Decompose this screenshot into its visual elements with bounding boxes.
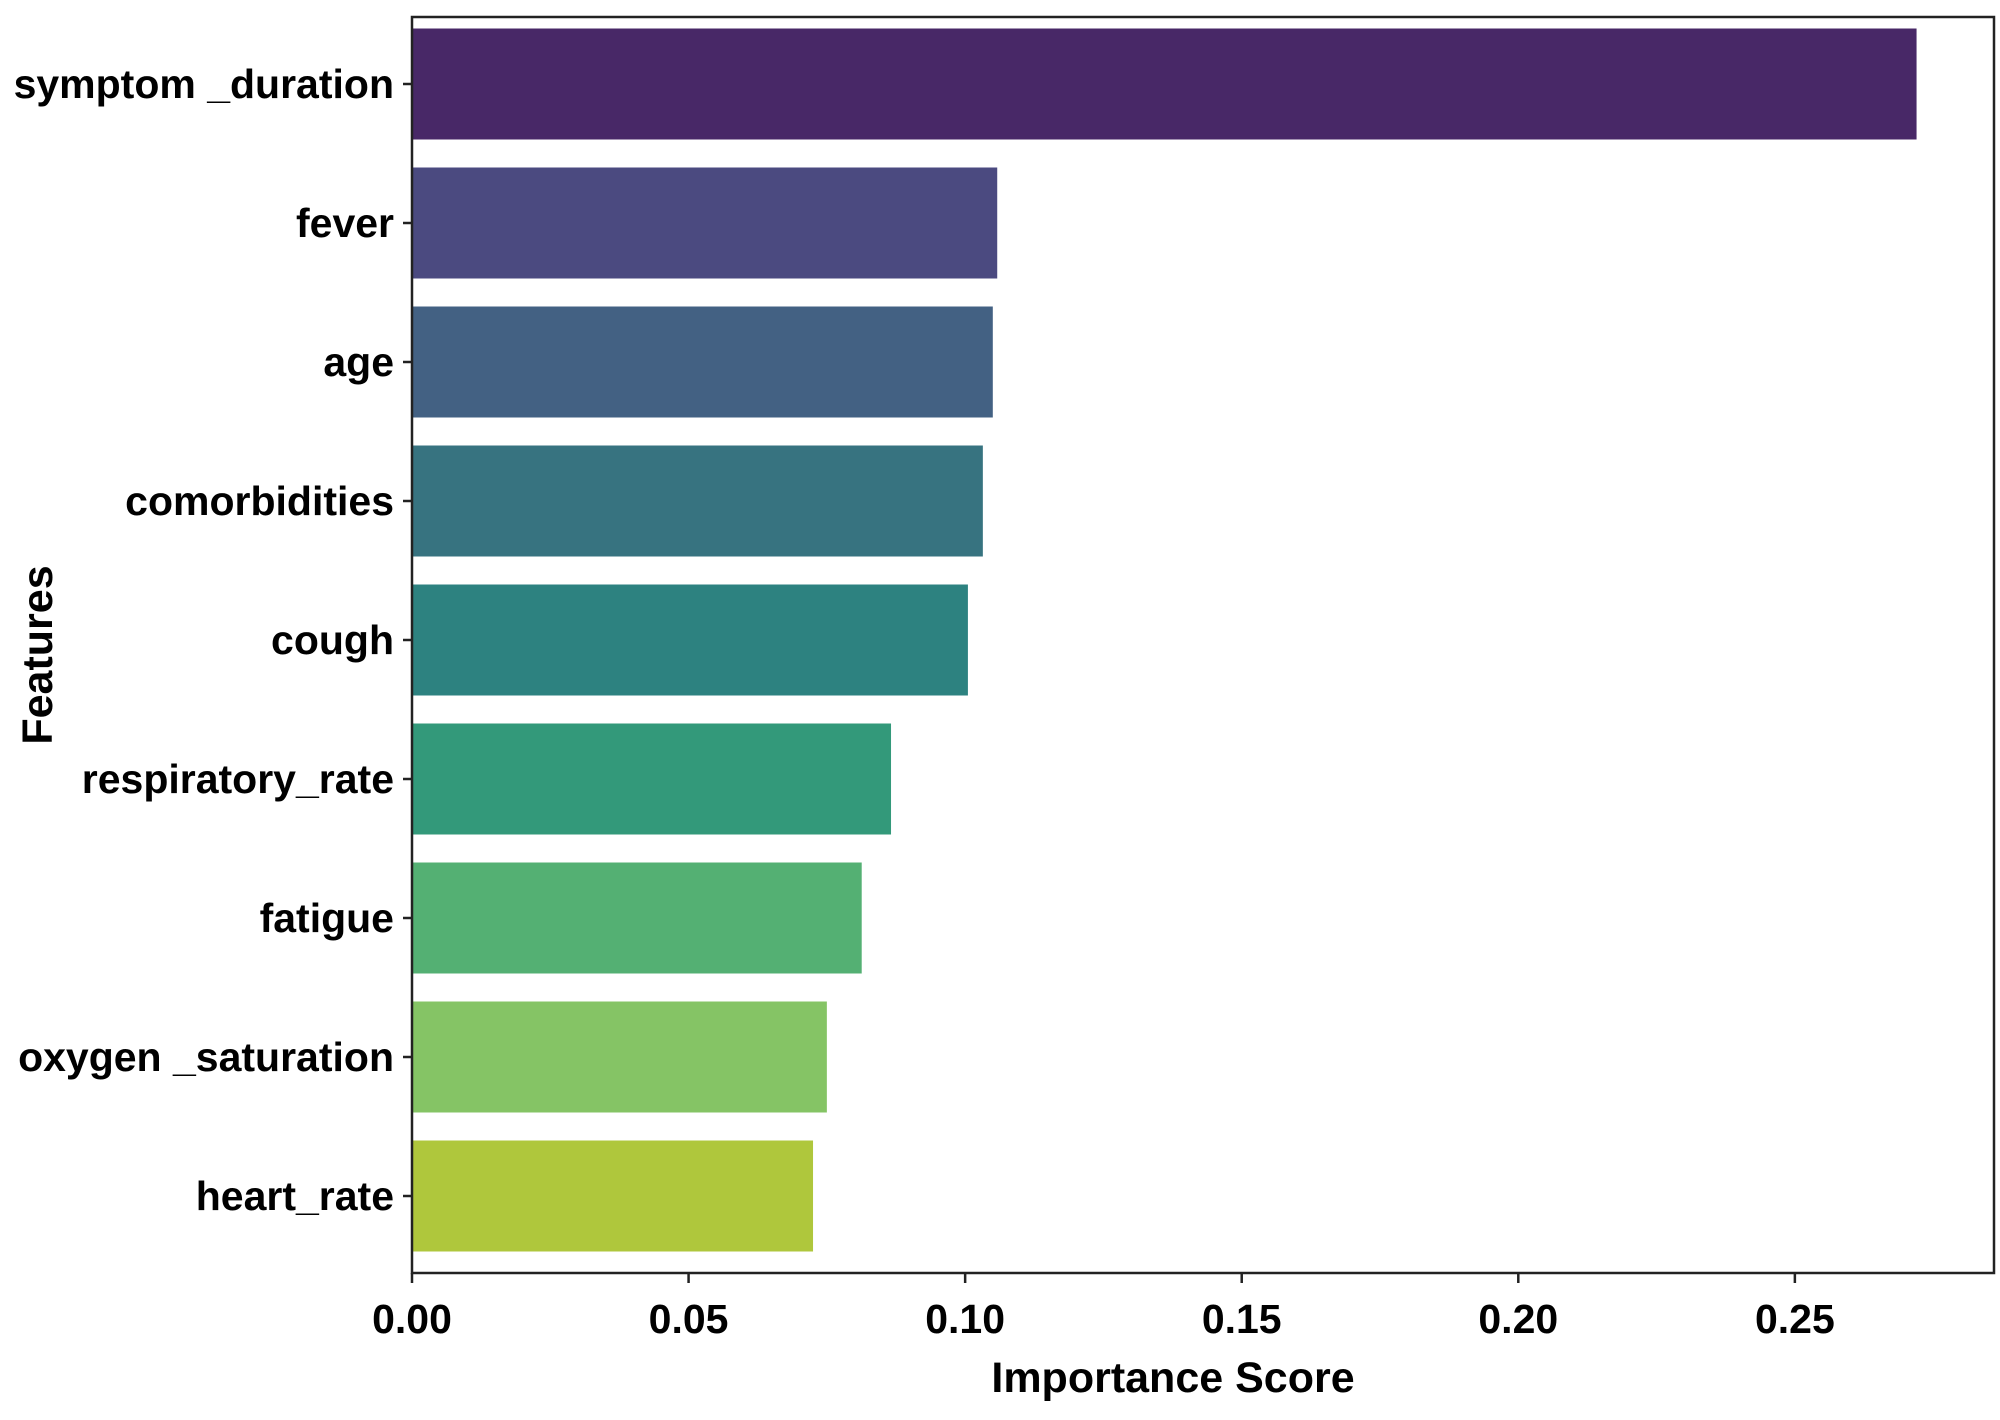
x-axis-title: Importance Score (991, 1354, 1354, 1402)
y-tick-label: heart_rate (196, 1173, 394, 1219)
y-tick-label: fatigue (260, 895, 394, 941)
bar-cough (412, 584, 968, 696)
x-ticks-layer: 0.00 0.05 0.10 0.15 0.20 0.25 (372, 1273, 1835, 1342)
x-tick-label: 0.20 (1478, 1296, 1558, 1342)
y-tick-label: age (323, 339, 394, 385)
plot-frame (410, 15, 1996, 1275)
x-tick-label: 0.00 (372, 1296, 452, 1342)
y-tick-label: comorbidities (125, 478, 394, 524)
x-tick-label: 0.15 (1202, 1296, 1282, 1342)
bar-fever (412, 167, 998, 279)
y-axis-title: Features (14, 565, 62, 744)
y-tick-label: respiratory_rate (82, 756, 394, 802)
bar-respiratory-rate (412, 723, 892, 835)
x-tick-label: 0.10 (925, 1296, 1005, 1342)
x-tick-label: 0.25 (1755, 1296, 1835, 1342)
bar-comorbidities (412, 445, 983, 557)
bar-symptom-duration (412, 28, 1917, 140)
bar-heart-rate (412, 1140, 814, 1252)
y-tick-label: symptom _duration (14, 61, 394, 107)
y-tick-label: cough (271, 617, 394, 663)
bar-oxygen-saturation (412, 1001, 827, 1113)
x-tick-label: 0.05 (649, 1296, 729, 1342)
y-tick-label: oxygen _saturation (18, 1034, 394, 1080)
bar-age (412, 306, 993, 418)
bar-fatigue (412, 862, 862, 974)
y-tick-label: fever (296, 200, 394, 246)
bars-layer (412, 28, 1917, 1252)
